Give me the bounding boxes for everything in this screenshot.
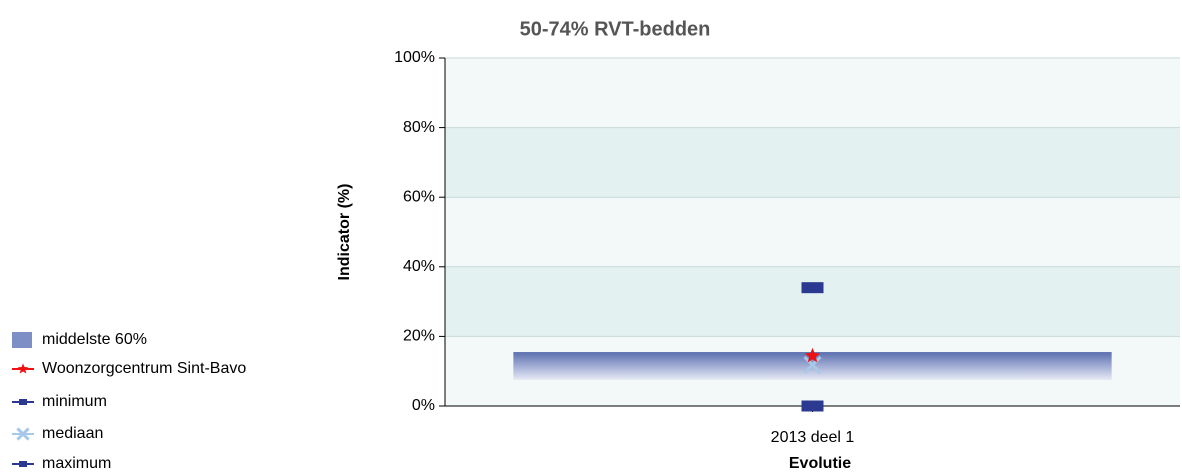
y-tick-label: 0% bbox=[412, 397, 435, 414]
legend-item: middelste 60% bbox=[12, 331, 147, 348]
legend-marker bbox=[19, 399, 27, 405]
point-marker bbox=[801, 400, 824, 412]
plot-stripe bbox=[445, 266, 1180, 337]
plot-stripe bbox=[445, 58, 1180, 128]
legend-label: middelste 60% bbox=[42, 331, 147, 348]
x-tick-label: 2013 deel 1 bbox=[771, 429, 855, 446]
legend-item: Woonzorgcentrum Sint-Bavo bbox=[12, 360, 246, 377]
legend-marker bbox=[17, 363, 29, 374]
point-marker bbox=[801, 282, 824, 294]
point-marker bbox=[804, 347, 821, 363]
y-tick-label: 40% bbox=[403, 258, 435, 275]
legend-marker bbox=[19, 461, 27, 467]
legend-item: minimum bbox=[12, 393, 107, 410]
y-tick-label: 80% bbox=[403, 119, 435, 136]
y-tick-label: 20% bbox=[403, 328, 435, 345]
legend-item: mediaan bbox=[12, 425, 103, 442]
point-marker bbox=[803, 355, 822, 374]
y-tick-label: 100% bbox=[394, 49, 435, 66]
legend-swatch bbox=[12, 332, 32, 348]
legend-label: mediaan bbox=[42, 425, 103, 442]
plot-stripe bbox=[445, 127, 1180, 198]
y-tick-label: 60% bbox=[403, 188, 435, 205]
x-axis-title: Evolutie bbox=[789, 455, 851, 472]
legend-label: minimum bbox=[42, 393, 107, 410]
plot-stripe bbox=[445, 197, 1180, 267]
legend-item: maximum bbox=[12, 455, 111, 472]
legend-label: maximum bbox=[42, 455, 111, 472]
legend-label: Woonzorgcentrum Sint-Bavo bbox=[42, 360, 246, 377]
chart-title: 50-74% RVT-bedden bbox=[520, 18, 711, 40]
y-axis-title: Indicator (%) bbox=[336, 184, 353, 281]
legend-marker bbox=[16, 427, 30, 441]
